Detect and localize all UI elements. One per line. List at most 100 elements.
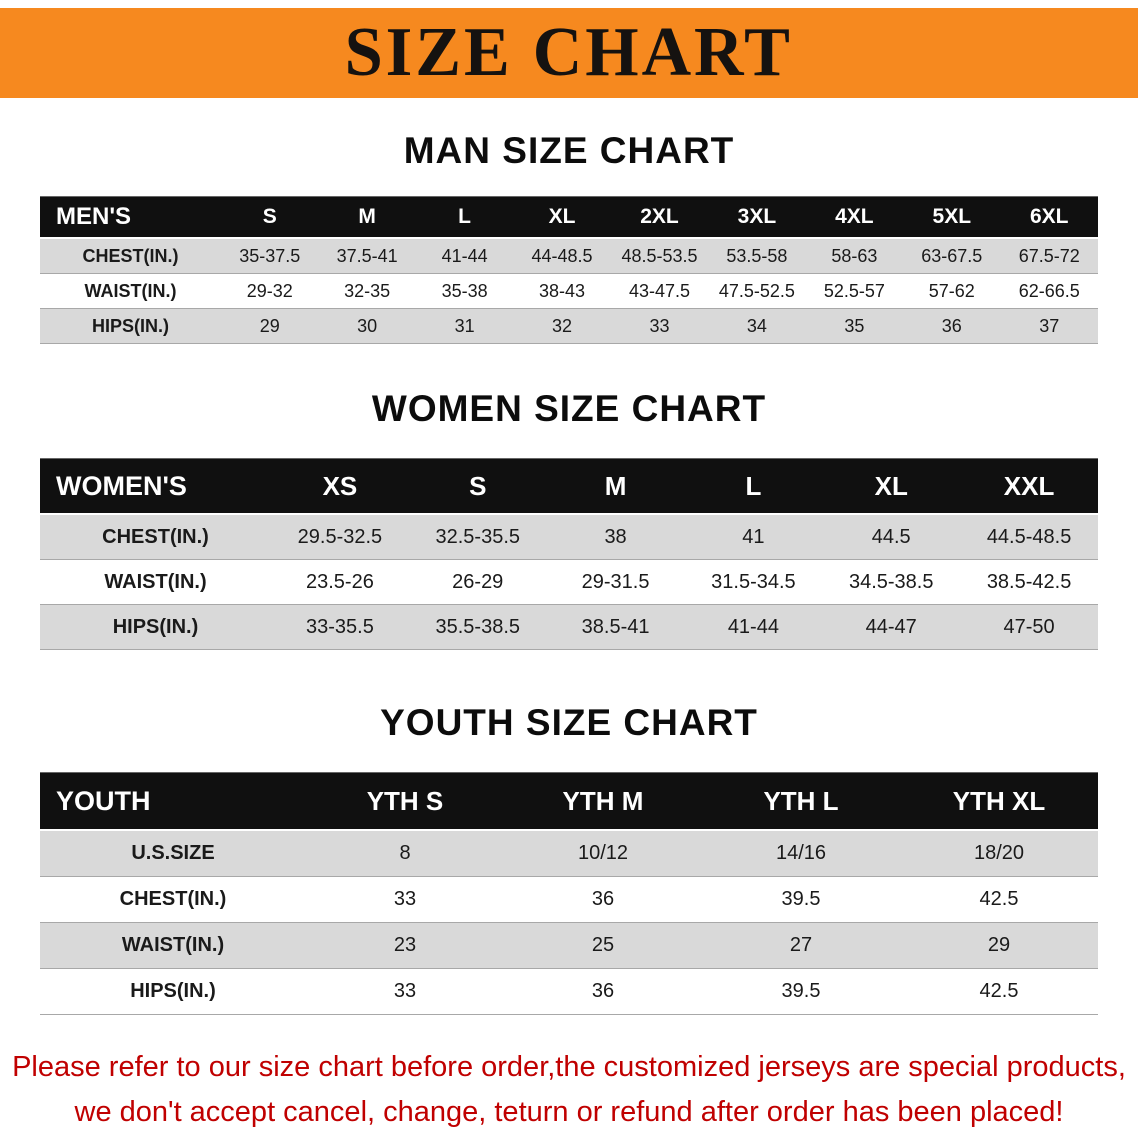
value-cell: 29: [259, 315, 280, 336]
value-cell: 43-47.5: [628, 280, 690, 301]
value-cell: 39.5: [781, 980, 821, 1002]
measurement-row: WAIST(IN.) 29-32 32-35 35-38 38-43 43-47.5 47.…: [40, 273, 1098, 309]
mens-size-table: MEN'S S M L XL 2XL 3XL 4XL 5XL 6XL CHEST(IN.) 35-37…: [40, 196, 1098, 344]
row-label-cell: WAIST(IN.): [84, 280, 177, 301]
value-cell: 25: [591, 934, 615, 956]
table-title-cell: YOUTH: [40, 772, 306, 830]
size-header-cell: S: [408, 458, 547, 514]
youth-section-heading: YOUTH SIZE CHART: [380, 702, 758, 743]
size-header-cell: 5XL: [903, 196, 1001, 238]
value-cell: 37: [1039, 315, 1060, 336]
measurement-row: U.S.SIZE 8 10/12 14/16 18/20: [40, 830, 1098, 877]
row-label-cell: WAIST(IN.): [104, 570, 207, 593]
value-cell: 52.5-57: [823, 280, 885, 301]
value-cell: 31: [454, 315, 475, 336]
value-cell: 35-38: [441, 280, 488, 301]
value-cell: 29-32: [246, 280, 293, 301]
measurement-row: CHEST(IN.) 29.5-32.5 32.5-35.5 38 41 44.5 44.5…: [40, 514, 1098, 560]
value-cell: 32.5-35.5: [435, 525, 520, 548]
value-cell: 31.5-34.5: [711, 570, 796, 593]
disclaimer-line-2: we don't accept cancel, change, teturn o…: [74, 1095, 1064, 1128]
value-cell: 10/12: [577, 842, 629, 864]
size-header-cell: XL: [513, 196, 611, 238]
size-header-cell: YTH L: [702, 772, 900, 830]
size-header-cell: S: [221, 196, 319, 238]
value-cell: 39.5: [781, 888, 821, 910]
size-header-cell: 4XL: [805, 196, 904, 238]
value-cell: 44.5-48.5: [986, 525, 1072, 548]
row-label-cell: WAIST(IN.): [121, 934, 225, 956]
section-mens: MAN SIZE CHART MEN'S S M L XL 2XL 3XL 4XL 5XL 6XL…: [0, 130, 1138, 344]
size-header-cell: 3XL: [708, 196, 806, 238]
value-cell: 30: [357, 315, 378, 336]
disclaimer-line-1: Please refer to our size chart before or…: [12, 1051, 1126, 1083]
value-cell: 53.5-58: [726, 245, 788, 266]
value-cell: 35.5-38.5: [435, 615, 520, 638]
size-header-cell: YTH M: [504, 772, 702, 830]
value-cell: 27: [789, 934, 813, 956]
disclaimer: Please refer to our size chart before or…: [0, 1045, 1138, 1132]
value-cell: 18/20: [973, 842, 1025, 864]
table-header-row: WOMEN'S XS S M L XL XXL: [40, 458, 1098, 514]
measurement-row: HIPS(IN.) 29 30 31 32 33 34 35 36 37: [40, 308, 1098, 344]
value-cell: 47.5-52.5: [718, 280, 795, 301]
size-header-cell: M: [546, 458, 685, 514]
value-cell: 32-35: [344, 280, 391, 301]
value-cell: 36: [591, 980, 615, 1002]
value-cell: 8: [399, 842, 411, 864]
value-cell: 35-37.5: [239, 245, 301, 266]
value-cell: 32: [552, 315, 573, 336]
size-header-cell: 2XL: [610, 196, 709, 238]
value-cell: 38.5-41: [581, 615, 650, 638]
value-cell: 23: [393, 934, 417, 956]
row-label-cell: HIPS(IN.): [130, 980, 216, 1002]
table-header-row: YOUTH YTH S YTH M YTH L YTH XL: [40, 772, 1098, 830]
value-cell: 41-44: [727, 615, 779, 638]
section-womens: WOMEN SIZE CHART WOMEN'S XS S M L XL XXL CHEST(…: [0, 388, 1138, 650]
value-cell: 29.5-32.5: [297, 525, 383, 548]
value-cell: 38.5-42.5: [986, 570, 1072, 593]
value-cell: 38: [604, 525, 627, 548]
size-header-cell: XL: [822, 458, 961, 514]
value-cell: 34.5-38.5: [848, 570, 934, 593]
table-title-cell: MEN'S: [40, 196, 221, 238]
size-header-cell: L: [415, 196, 514, 238]
value-cell: 29-31.5: [581, 570, 650, 593]
value-cell: 42.5: [979, 980, 1019, 1002]
value-cell: 33: [393, 980, 417, 1002]
value-cell: 44-47: [865, 615, 917, 638]
youth-size-table: YOUTH YTH S YTH M YTH L YTH XL U.S.SIZE 8 10/12…: [40, 772, 1098, 1015]
value-cell: 14/16: [775, 842, 827, 864]
mens-section-heading: MAN SIZE CHART: [403, 130, 735, 171]
value-cell: 33-35.5: [305, 615, 374, 638]
row-label-cell: CHEST(IN.): [82, 245, 179, 266]
value-cell: 35: [844, 315, 865, 336]
size-header-cell: YTH S: [306, 772, 504, 830]
value-cell: 48.5-53.5: [621, 245, 698, 266]
size-header-cell: L: [684, 458, 823, 514]
value-cell: 29: [987, 934, 1011, 956]
value-cell: 42.5: [979, 888, 1019, 910]
value-cell: 41: [742, 525, 765, 548]
measurement-row: CHEST(IN.) 33 36 39.5 42.5: [40, 876, 1098, 923]
size-header-cell: YTH XL: [900, 772, 1098, 830]
table-header-row: MEN'S S M L XL 2XL 3XL 4XL 5XL 6XL: [40, 196, 1098, 238]
value-cell: 63-67.5: [921, 245, 983, 266]
row-label-cell: U.S.SIZE: [131, 842, 215, 864]
page-title: SIZE CHART: [344, 14, 794, 91]
section-youth: YOUTH SIZE CHART YOUTH YTH S YTH M YTH L YTH…: [0, 702, 1138, 1015]
row-label-cell: HIPS(IN.): [91, 315, 169, 336]
table-title-cell: WOMEN'S: [40, 458, 271, 514]
size-header-cell: 6XL: [1000, 196, 1098, 238]
value-cell: 33: [393, 888, 417, 910]
value-cell: 26-29: [452, 570, 504, 593]
value-cell: 44.5: [871, 525, 911, 548]
value-cell: 38-43: [539, 280, 586, 301]
size-header-cell: XXL: [960, 458, 1098, 514]
womens-section-heading: WOMEN SIZE CHART: [371, 388, 767, 429]
row-label-cell: HIPS(IN.): [112, 615, 199, 638]
value-cell: 62-66.5: [1018, 280, 1080, 301]
value-cell: 57-62: [928, 280, 975, 301]
value-cell: 44-48.5: [531, 245, 593, 266]
